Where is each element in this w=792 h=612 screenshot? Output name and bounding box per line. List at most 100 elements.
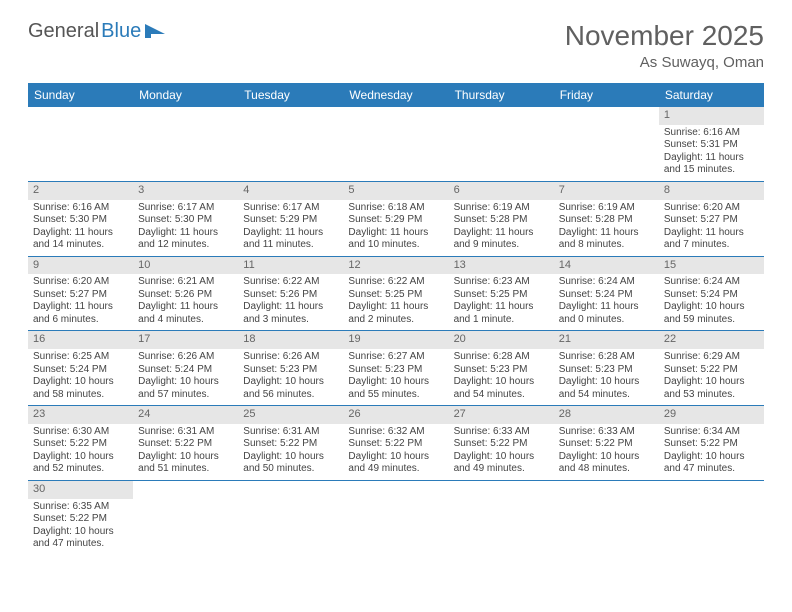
day-number: 13 <box>449 257 554 275</box>
day-number: 8 <box>659 182 764 200</box>
sunset-line: Sunset: 5:23 PM <box>348 364 443 377</box>
sunrise-line: Sunrise: 6:30 AM <box>33 426 128 439</box>
day-details: Sunrise: 6:19 AMSunset: 5:28 PMDaylight:… <box>449 200 554 256</box>
calendar-body: 1Sunrise: 6:16 AMSunset: 5:31 PMDaylight… <box>28 107 764 555</box>
day-details: Sunrise: 6:35 AMSunset: 5:22 PMDaylight:… <box>28 499 133 555</box>
daylight-line: Daylight: 10 hours and 59 minutes. <box>664 301 759 326</box>
day-details: Sunrise: 6:32 AMSunset: 5:22 PMDaylight:… <box>343 424 448 480</box>
calendar-cell <box>133 107 238 181</box>
sunrise-line: Sunrise: 6:33 AM <box>559 426 654 439</box>
day-details: Sunrise: 6:26 AMSunset: 5:24 PMDaylight:… <box>133 349 238 405</box>
sunrise-line: Sunrise: 6:33 AM <box>454 426 549 439</box>
sunset-line: Sunset: 5:22 PM <box>348 438 443 451</box>
day-details: Sunrise: 6:24 AMSunset: 5:24 PMDaylight:… <box>554 274 659 330</box>
day-details: Sunrise: 6:29 AMSunset: 5:22 PMDaylight:… <box>659 349 764 405</box>
calendar-cell: 21Sunrise: 6:28 AMSunset: 5:23 PMDayligh… <box>554 331 659 406</box>
day-details: Sunrise: 6:17 AMSunset: 5:29 PMDaylight:… <box>238 200 343 256</box>
day-details: Sunrise: 6:31 AMSunset: 5:22 PMDaylight:… <box>133 424 238 480</box>
day-details: Sunrise: 6:33 AMSunset: 5:22 PMDaylight:… <box>449 424 554 480</box>
daylight-line: Daylight: 11 hours and 15 minutes. <box>664 152 759 177</box>
calendar-cell: 6Sunrise: 6:19 AMSunset: 5:28 PMDaylight… <box>449 181 554 256</box>
daylight-line: Daylight: 11 hours and 14 minutes. <box>33 227 128 252</box>
calendar-cell: 14Sunrise: 6:24 AMSunset: 5:24 PMDayligh… <box>554 256 659 331</box>
day-number: 23 <box>28 406 133 424</box>
calendar-cell: 19Sunrise: 6:27 AMSunset: 5:23 PMDayligh… <box>343 331 448 406</box>
sunrise-line: Sunrise: 6:16 AM <box>33 202 128 215</box>
logo: GeneralBlue <box>28 20 167 43</box>
weekday-header: Thursday <box>449 83 554 107</box>
calendar-cell: 30Sunrise: 6:35 AMSunset: 5:22 PMDayligh… <box>28 480 133 554</box>
logo-flag-icon <box>145 24 167 40</box>
sunset-line: Sunset: 5:29 PM <box>348 214 443 227</box>
day-details: Sunrise: 6:28 AMSunset: 5:23 PMDaylight:… <box>554 349 659 405</box>
day-number: 19 <box>343 331 448 349</box>
daylight-line: Daylight: 10 hours and 55 minutes. <box>348 376 443 401</box>
weekday-header: Wednesday <box>343 83 448 107</box>
day-details: Sunrise: 6:19 AMSunset: 5:28 PMDaylight:… <box>554 200 659 256</box>
day-number: 3 <box>133 182 238 200</box>
sunset-line: Sunset: 5:25 PM <box>454 289 549 302</box>
calendar-header-row: SundayMondayTuesdayWednesdayThursdayFrid… <box>28 83 764 107</box>
daylight-line: Daylight: 11 hours and 7 minutes. <box>664 227 759 252</box>
daylight-line: Daylight: 10 hours and 54 minutes. <box>559 376 654 401</box>
sunset-line: Sunset: 5:25 PM <box>348 289 443 302</box>
weekday-header: Tuesday <box>238 83 343 107</box>
day-number: 15 <box>659 257 764 275</box>
calendar-cell <box>133 480 238 554</box>
sunrise-line: Sunrise: 6:27 AM <box>348 351 443 364</box>
calendar-cell: 8Sunrise: 6:20 AMSunset: 5:27 PMDaylight… <box>659 181 764 256</box>
calendar-cell: 9Sunrise: 6:20 AMSunset: 5:27 PMDaylight… <box>28 256 133 331</box>
calendar-cell: 5Sunrise: 6:18 AMSunset: 5:29 PMDaylight… <box>343 181 448 256</box>
sunset-line: Sunset: 5:22 PM <box>559 438 654 451</box>
day-details: Sunrise: 6:28 AMSunset: 5:23 PMDaylight:… <box>449 349 554 405</box>
day-details: Sunrise: 6:25 AMSunset: 5:24 PMDaylight:… <box>28 349 133 405</box>
calendar-cell <box>449 480 554 554</box>
calendar-cell: 15Sunrise: 6:24 AMSunset: 5:24 PMDayligh… <box>659 256 764 331</box>
day-number: 12 <box>343 257 448 275</box>
daylight-line: Daylight: 11 hours and 3 minutes. <box>243 301 338 326</box>
day-number: 4 <box>238 182 343 200</box>
sunrise-line: Sunrise: 6:34 AM <box>664 426 759 439</box>
sunset-line: Sunset: 5:27 PM <box>33 289 128 302</box>
sunrise-line: Sunrise: 6:20 AM <box>33 276 128 289</box>
day-details: Sunrise: 6:27 AMSunset: 5:23 PMDaylight:… <box>343 349 448 405</box>
sunset-line: Sunset: 5:23 PM <box>559 364 654 377</box>
sunset-line: Sunset: 5:26 PM <box>243 289 338 302</box>
day-number: 17 <box>133 331 238 349</box>
day-details: Sunrise: 6:20 AMSunset: 5:27 PMDaylight:… <box>659 200 764 256</box>
day-number: 14 <box>554 257 659 275</box>
day-number: 9 <box>28 257 133 275</box>
calendar-cell <box>343 107 448 181</box>
calendar-cell: 25Sunrise: 6:31 AMSunset: 5:22 PMDayligh… <box>238 406 343 481</box>
sunset-line: Sunset: 5:22 PM <box>243 438 338 451</box>
sunrise-line: Sunrise: 6:21 AM <box>138 276 233 289</box>
daylight-line: Daylight: 10 hours and 48 minutes. <box>559 451 654 476</box>
weekday-header: Friday <box>554 83 659 107</box>
daylight-line: Daylight: 10 hours and 49 minutes. <box>454 451 549 476</box>
sunset-line: Sunset: 5:23 PM <box>243 364 338 377</box>
daylight-line: Daylight: 10 hours and 58 minutes. <box>33 376 128 401</box>
calendar-cell <box>343 480 448 554</box>
day-number: 11 <box>238 257 343 275</box>
day-number: 21 <box>554 331 659 349</box>
calendar-cell <box>659 480 764 554</box>
calendar-cell: 3Sunrise: 6:17 AMSunset: 5:30 PMDaylight… <box>133 181 238 256</box>
calendar-cell <box>238 480 343 554</box>
calendar-cell: 11Sunrise: 6:22 AMSunset: 5:26 PMDayligh… <box>238 256 343 331</box>
calendar-cell <box>554 480 659 554</box>
daylight-line: Daylight: 10 hours and 52 minutes. <box>33 451 128 476</box>
calendar-cell: 4Sunrise: 6:17 AMSunset: 5:29 PMDaylight… <box>238 181 343 256</box>
day-number: 29 <box>659 406 764 424</box>
sunset-line: Sunset: 5:28 PM <box>454 214 549 227</box>
sunrise-line: Sunrise: 6:17 AM <box>243 202 338 215</box>
sunrise-line: Sunrise: 6:22 AM <box>348 276 443 289</box>
day-number: 1 <box>659 107 764 125</box>
sunrise-line: Sunrise: 6:32 AM <box>348 426 443 439</box>
calendar-cell: 28Sunrise: 6:33 AMSunset: 5:22 PMDayligh… <box>554 406 659 481</box>
day-details: Sunrise: 6:31 AMSunset: 5:22 PMDaylight:… <box>238 424 343 480</box>
day-number: 5 <box>343 182 448 200</box>
calendar-cell: 2Sunrise: 6:16 AMSunset: 5:30 PMDaylight… <box>28 181 133 256</box>
sunset-line: Sunset: 5:30 PM <box>33 214 128 227</box>
calendar-cell: 1Sunrise: 6:16 AMSunset: 5:31 PMDaylight… <box>659 107 764 181</box>
day-details: Sunrise: 6:26 AMSunset: 5:23 PMDaylight:… <box>238 349 343 405</box>
